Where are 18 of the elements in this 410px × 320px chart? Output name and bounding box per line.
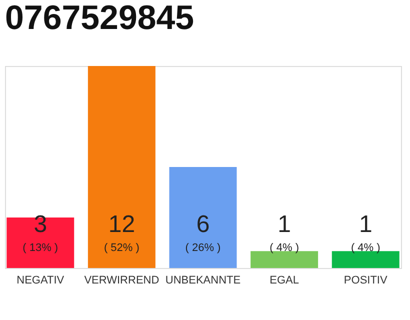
x-tick-label: UNBEKANNTE — [165, 274, 241, 286]
annotation: ( 4% ) — [270, 242, 299, 254]
x-tick-label: POSITIV — [344, 274, 388, 286]
x-tick-label: NEGATIV — [16, 274, 65, 286]
annotation: ( 13% ) — [22, 242, 58, 254]
annotation: ( 26% ) — [185, 242, 221, 254]
x-tick-label: EGAL — [270, 274, 299, 286]
data-label: 12 — [108, 211, 136, 238]
data-label: 1 — [358, 211, 372, 238]
data-label: 3 — [34, 211, 48, 238]
annotation: ( 52% ) — [104, 242, 140, 254]
bar — [88, 66, 156, 268]
annotation: ( 4% ) — [350, 242, 380, 254]
bar — [169, 167, 237, 268]
chart-title: 0767529845 — [5, 0, 194, 37]
data-label: 1 — [278, 211, 291, 238]
data-label: 6 — [196, 211, 210, 238]
x-tick-label: VERWIRREND — [84, 274, 160, 286]
